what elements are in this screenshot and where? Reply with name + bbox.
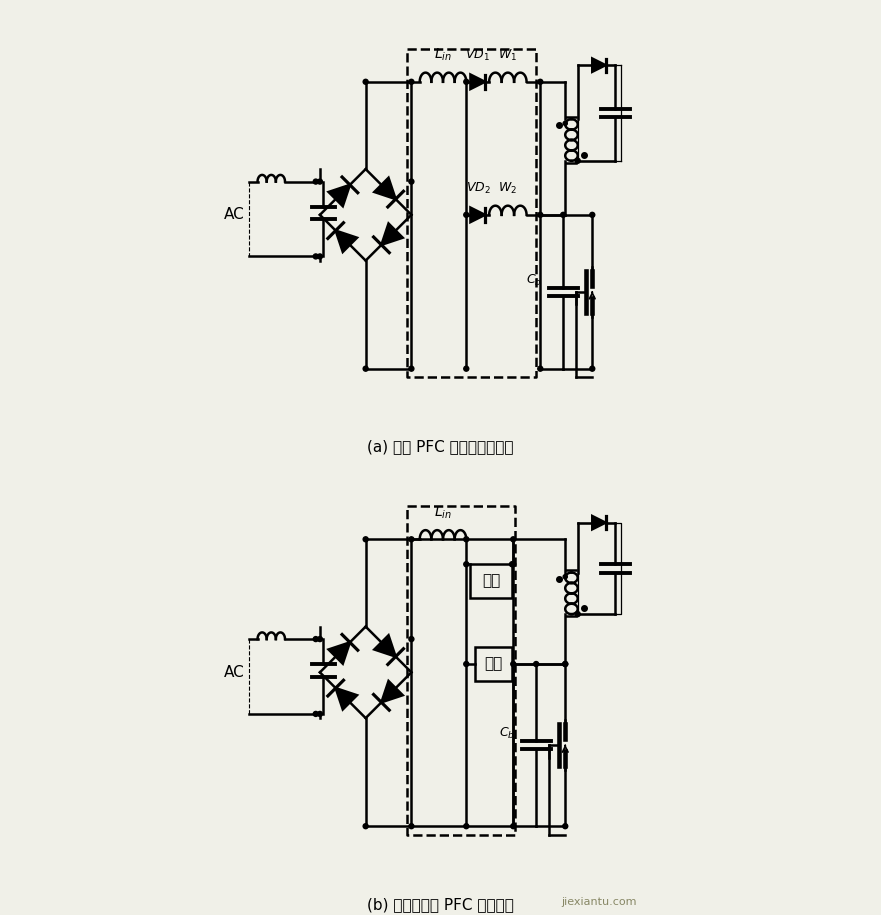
Circle shape [575, 158, 581, 163]
Circle shape [537, 366, 543, 371]
Circle shape [314, 254, 318, 259]
Circle shape [463, 212, 469, 218]
Circle shape [317, 254, 322, 259]
Circle shape [363, 80, 368, 84]
Polygon shape [374, 635, 396, 657]
Polygon shape [470, 74, 485, 89]
Circle shape [363, 824, 368, 829]
Circle shape [409, 80, 414, 84]
Circle shape [575, 611, 581, 617]
Circle shape [589, 366, 595, 371]
Circle shape [511, 562, 515, 566]
Circle shape [563, 824, 567, 829]
Circle shape [589, 212, 595, 218]
Circle shape [409, 637, 414, 641]
Circle shape [511, 537, 515, 542]
Circle shape [511, 662, 515, 666]
Text: $VD_2$: $VD_2$ [465, 181, 491, 196]
Text: $L_{in}$: $L_{in}$ [433, 47, 452, 63]
Circle shape [409, 366, 414, 371]
Circle shape [363, 537, 368, 542]
Text: $W_2$: $W_2$ [499, 181, 517, 196]
Circle shape [509, 562, 515, 566]
Circle shape [463, 562, 469, 566]
Circle shape [560, 212, 566, 218]
Circle shape [563, 575, 567, 579]
Circle shape [463, 824, 469, 829]
Polygon shape [329, 642, 350, 663]
Text: 充电: 充电 [482, 574, 500, 588]
Circle shape [563, 122, 567, 125]
Circle shape [537, 80, 543, 84]
Text: AC: AC [225, 665, 245, 680]
Text: AC: AC [225, 208, 245, 222]
Circle shape [534, 662, 538, 666]
Text: $W_1$: $W_1$ [499, 48, 517, 63]
Circle shape [317, 637, 322, 641]
Circle shape [409, 179, 414, 184]
Polygon shape [470, 208, 485, 222]
Circle shape [314, 712, 318, 716]
Circle shape [363, 366, 368, 371]
Text: $L_{in}$: $L_{in}$ [433, 504, 452, 521]
Circle shape [317, 712, 322, 716]
Circle shape [463, 80, 469, 84]
Circle shape [409, 824, 414, 829]
Polygon shape [592, 516, 605, 529]
Circle shape [314, 637, 318, 641]
Circle shape [463, 662, 469, 666]
Circle shape [537, 212, 543, 218]
Text: $C_b$: $C_b$ [526, 273, 542, 287]
Text: $C_b$: $C_b$ [499, 726, 515, 741]
Circle shape [563, 662, 567, 666]
Polygon shape [336, 688, 357, 709]
Text: (b) 双端式单级 PFC 电路框图: (b) 双端式单级 PFC 电路框图 [367, 897, 514, 912]
Circle shape [317, 179, 322, 184]
Circle shape [463, 366, 469, 371]
Circle shape [511, 824, 515, 829]
Text: 放电: 放电 [485, 657, 502, 672]
Polygon shape [336, 231, 357, 252]
Polygon shape [381, 223, 403, 245]
Text: jiexiantu.com: jiexiantu.com [560, 897, 636, 907]
Polygon shape [381, 681, 403, 703]
Circle shape [409, 537, 414, 542]
Polygon shape [374, 178, 396, 199]
Text: $VD_1$: $VD_1$ [465, 48, 491, 63]
Circle shape [463, 537, 469, 542]
Text: (a) 单级 PFC 变换器电路拓扑: (a) 单级 PFC 变换器电路拓扑 [367, 439, 514, 455]
Polygon shape [329, 185, 350, 206]
Polygon shape [592, 59, 605, 71]
Circle shape [314, 179, 318, 184]
Circle shape [563, 662, 567, 666]
